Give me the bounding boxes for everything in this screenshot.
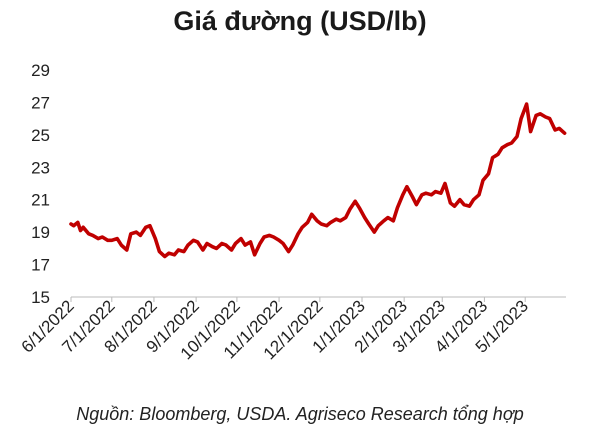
y-tick-label: 25	[31, 126, 50, 145]
source-note: Nguồn: Bloomberg, USDA. Agriseco Researc…	[76, 404, 524, 424]
x-axis-ticks: 6/1/20227/1/20228/1/20229/1/202210/1/202…	[18, 296, 532, 363]
y-tick-label: 23	[31, 158, 50, 177]
y-tick-label: 15	[31, 288, 50, 307]
series-line	[69, 102, 567, 259]
y-axis-ticks: 15 17 19 21 23 25 27 29	[31, 61, 50, 307]
chart-title: Giá đường (USD/lb)	[173, 6, 427, 36]
y-tick-label: 21	[31, 191, 50, 210]
y-tick-label: 27	[31, 93, 50, 112]
y-tick-label: 19	[31, 223, 50, 242]
y-tick-label: 29	[31, 61, 50, 80]
y-tick-label: 17	[31, 256, 50, 275]
